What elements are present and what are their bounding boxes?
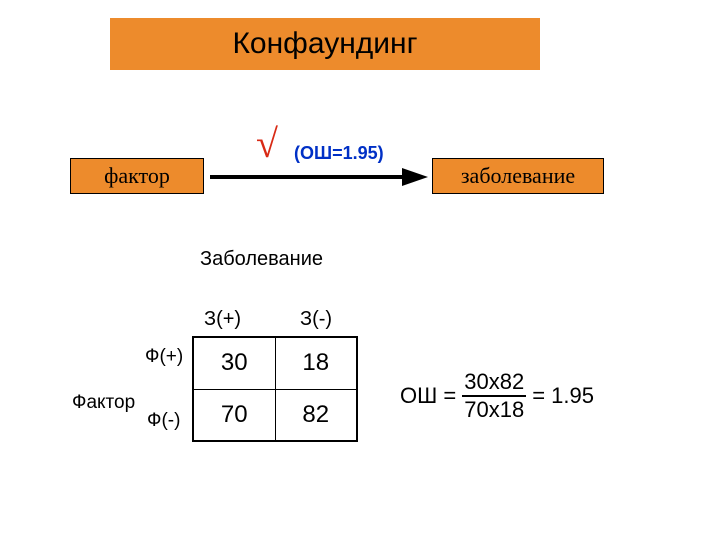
row-header-f-plus: Ф(+) — [145, 346, 183, 368]
factor-box-label: фактор — [104, 163, 170, 189]
row-header-f-minus: Ф(-) — [147, 410, 180, 432]
col-header-z-minus: З(-) — [300, 308, 332, 331]
formula-result: = 1.95 — [532, 383, 594, 409]
arrow — [210, 167, 428, 187]
cell-c: 70 — [193, 389, 275, 441]
factor-box: фактор — [70, 158, 204, 194]
cell-a: 30 — [193, 337, 275, 389]
disease-box: заболевание — [432, 158, 604, 194]
disease-section-label: Заболевание — [200, 248, 323, 271]
contingency-table: 30 18 70 82 — [192, 336, 358, 442]
table-row: 70 82 — [193, 389, 357, 441]
disease-box-label: заболевание — [461, 163, 575, 189]
or-annotation: (ОШ=1.95) — [294, 143, 384, 164]
title-box: Конфаундинг — [110, 18, 540, 70]
table-row: 30 18 — [193, 337, 357, 389]
formula-fraction: 30х82 70х18 — [462, 370, 526, 422]
odds-ratio-formula: ОШ = 30х82 70х18 = 1.95 — [400, 370, 594, 422]
factor-section-label: Фактор — [72, 392, 135, 414]
cell-d: 82 — [275, 389, 357, 441]
formula-lhs: ОШ = — [400, 383, 456, 409]
cell-b: 18 — [275, 337, 357, 389]
formula-denominator: 70х18 — [464, 397, 524, 422]
formula-numerator: 30х82 — [462, 370, 526, 397]
check-mark: √ — [256, 120, 278, 167]
col-header-z-plus: З(+) — [204, 308, 241, 331]
title-text: Конфаундинг — [232, 27, 417, 61]
